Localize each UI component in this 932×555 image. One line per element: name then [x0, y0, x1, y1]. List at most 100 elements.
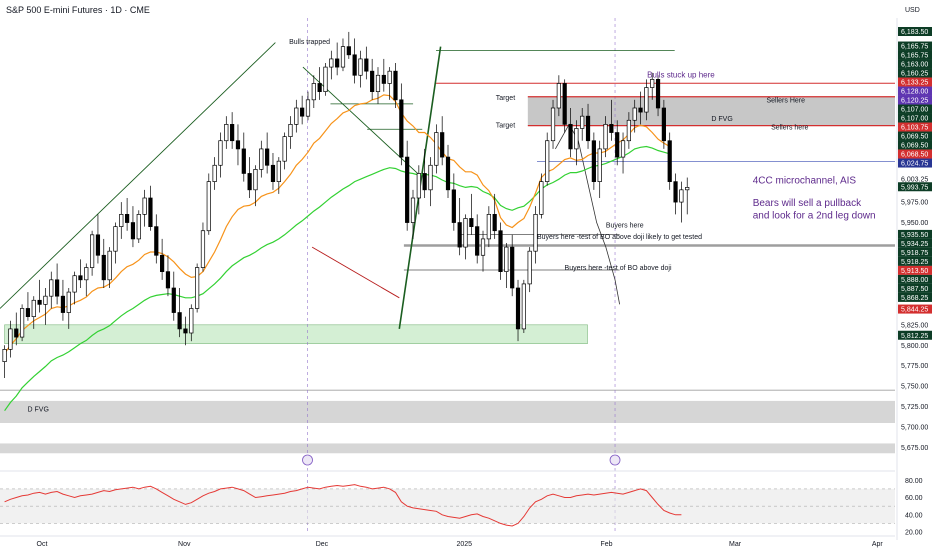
y-tick-1: 5,700.00 — [901, 425, 928, 432]
candle — [568, 108, 573, 158]
candle-body — [323, 66, 328, 92]
candle-body — [451, 189, 456, 223]
candle — [37, 279, 42, 313]
candle-body — [200, 230, 206, 268]
candle — [667, 132, 672, 190]
candle-body — [148, 197, 153, 227]
candle — [480, 230, 486, 272]
x-tick-5: Mar — [729, 541, 742, 548]
price-badge-bg-9 — [898, 113, 932, 123]
candle — [585, 103, 591, 149]
candle — [14, 312, 19, 346]
ema20-line — [4, 94, 670, 354]
candle — [72, 271, 77, 305]
candle-body — [475, 226, 480, 256]
candle-body — [119, 214, 124, 227]
candle — [416, 165, 421, 215]
candle — [510, 234, 515, 297]
candle — [189, 304, 194, 342]
price-badge-bg-13 — [898, 149, 932, 159]
candle — [591, 132, 596, 190]
price-badge-bg-11 — [898, 131, 932, 141]
candle — [206, 173, 211, 235]
candle-body — [2, 349, 7, 362]
candle-body — [545, 140, 550, 182]
candle — [673, 173, 678, 215]
candle — [311, 75, 316, 108]
candle — [253, 165, 258, 207]
price-badge-bg-16 — [898, 229, 932, 239]
candle-body — [195, 267, 200, 309]
candle — [154, 214, 159, 264]
candle — [235, 124, 241, 166]
candle — [550, 99, 556, 149]
y-tick-0: 5,675.00 — [901, 445, 928, 452]
candle — [212, 157, 217, 190]
candle-body — [43, 295, 48, 305]
candle-body — [101, 254, 106, 281]
candle-body — [31, 299, 36, 317]
candle — [177, 288, 182, 338]
candle — [457, 198, 462, 256]
candle-body — [49, 279, 54, 297]
rsi-line — [4, 484, 682, 527]
price-badge-25: 5,812.25 — [901, 333, 928, 340]
buy-zone — [4, 324, 588, 344]
candle-body — [165, 271, 171, 289]
chart-title: S&P 500 E-mini Futures · 1D · CME — [6, 5, 150, 15]
price-badge-bg-3 — [898, 59, 932, 69]
candle-body — [14, 328, 19, 338]
candle — [107, 247, 112, 288]
candle — [160, 238, 165, 280]
candle-body — [37, 299, 42, 305]
session-marker-1 — [609, 454, 621, 466]
price-badge-bg-20 — [898, 265, 932, 275]
annotation-1: Bulls stuck up here — [647, 71, 715, 80]
candle-body — [206, 181, 211, 232]
annotation-9: and look for a 2nd leg down — [753, 210, 876, 221]
y-tick-2: 5,725.00 — [901, 404, 928, 411]
price-badge-0: 6,183.50 — [901, 29, 928, 36]
candle-body — [393, 70, 398, 101]
price-badge-6: 6,128.00 — [901, 89, 928, 96]
candle-body — [480, 238, 486, 256]
price-badge-bg-2 — [898, 50, 932, 60]
candle — [317, 67, 322, 100]
candle-body — [364, 58, 369, 72]
candle-body — [515, 287, 521, 330]
candle — [562, 79, 567, 133]
x-tick-6: Apr — [872, 541, 884, 548]
candle — [428, 157, 433, 207]
candle — [381, 58, 386, 92]
candle — [632, 99, 637, 133]
candle — [556, 75, 561, 117]
candle — [200, 222, 206, 272]
candle — [451, 173, 456, 231]
candle-body — [661, 107, 666, 142]
candle — [101, 238, 106, 288]
candle-body — [638, 107, 643, 113]
candle-body — [422, 173, 427, 191]
candle — [165, 255, 171, 297]
candle — [609, 99, 614, 141]
candle — [323, 63, 328, 96]
price-badge-bg-14 — [898, 158, 932, 168]
candle-body — [253, 169, 258, 191]
rsi-tick-1: 60.00 — [905, 495, 923, 502]
x-tick-4: Feb — [601, 541, 613, 548]
candle-body — [66, 291, 71, 313]
candle — [335, 42, 340, 76]
price-badge-9: 6,107.00 — [901, 116, 928, 123]
candle — [545, 132, 550, 186]
candle-body — [609, 124, 614, 133]
candle-body — [381, 74, 386, 84]
candle-body — [632, 107, 637, 121]
candle-body — [445, 156, 451, 191]
annotation-2: Target — [496, 95, 516, 102]
candle-body — [259, 148, 264, 170]
price-badge-bg-6 — [898, 86, 932, 96]
candle-body — [673, 181, 678, 203]
candle-body — [463, 218, 468, 248]
rsi-tick-2: 40.00 — [905, 512, 923, 519]
x-tick-3: 2025 — [456, 541, 472, 548]
